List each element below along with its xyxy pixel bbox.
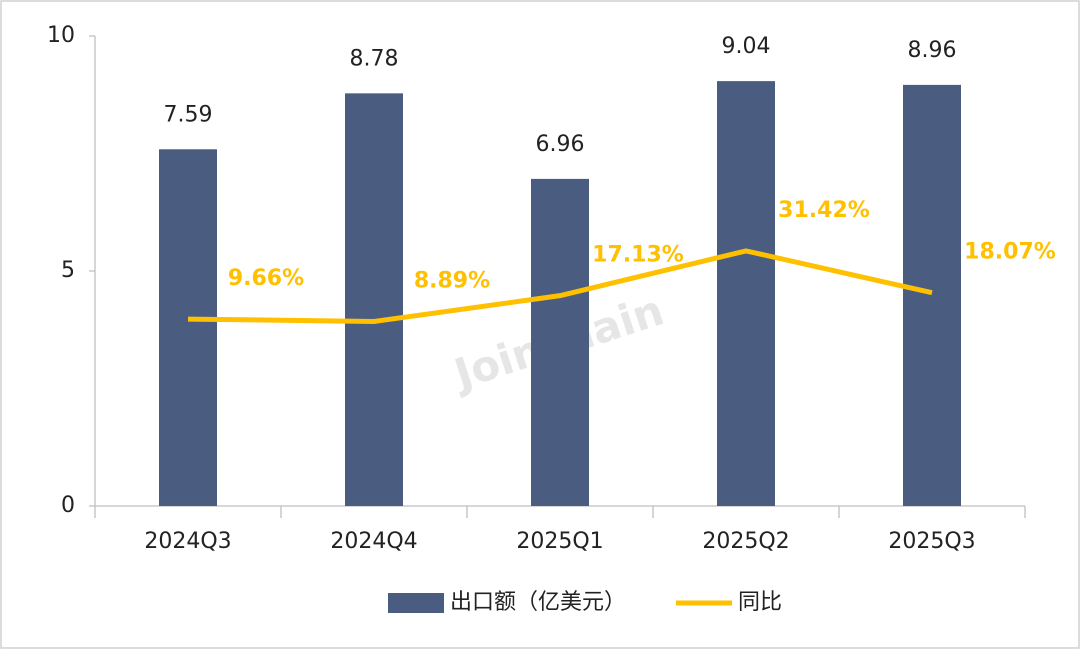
legend-label: 出口额（亿美元）	[450, 590, 626, 615]
bar-value-label: 8.96	[908, 38, 957, 63]
x-tick-label: 2025Q2	[702, 529, 789, 554]
bar-value-label: 7.59	[164, 102, 213, 127]
line-value-label: 9.66%	[228, 266, 304, 291]
x-tick-label: 2024Q4	[330, 529, 417, 554]
bar-value-label: 8.78	[350, 46, 399, 71]
bar	[717, 81, 775, 507]
bar	[159, 149, 217, 506]
line-value-label: 8.89%	[414, 268, 490, 293]
y-tick-label: 10	[47, 23, 75, 48]
legend-label: 同比	[738, 590, 782, 615]
y-tick-label: 5	[61, 258, 75, 283]
x-tick-label: 2024Q3	[144, 529, 231, 554]
bar	[903, 84, 961, 506]
x-tick-label: 2025Q1	[516, 529, 603, 554]
line-value-label: 17.13%	[592, 243, 684, 268]
bar-value-label: 6.96	[536, 132, 585, 157]
line-value-label: 18.07%	[964, 240, 1056, 265]
line	[187, 248, 933, 324]
line-value-label: 31.42%	[778, 198, 870, 223]
bar	[345, 93, 403, 506]
y-tick-label: 0	[61, 493, 75, 518]
bar-value-label: 9.04	[722, 34, 771, 59]
bar	[531, 178, 589, 506]
legend-swatch	[388, 593, 444, 613]
x-tick-label: 2025Q3	[888, 529, 975, 554]
